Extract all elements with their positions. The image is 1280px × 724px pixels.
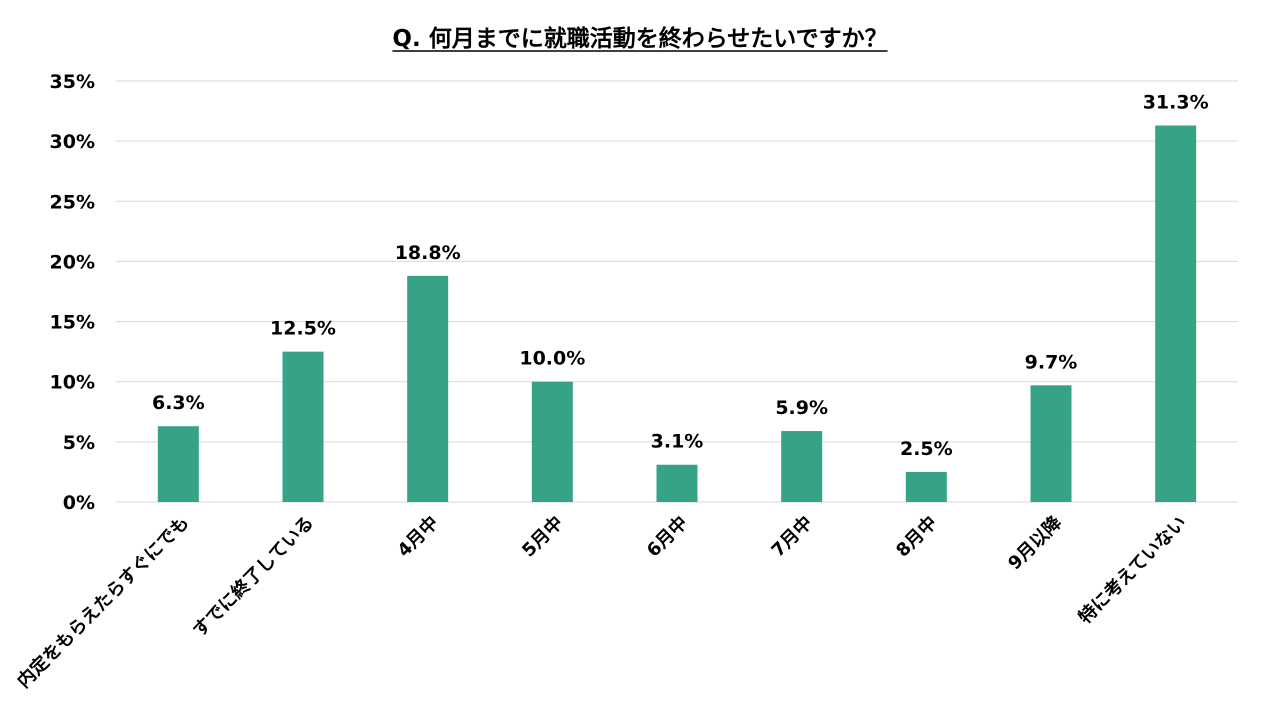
y-tick-label: 25% bbox=[50, 191, 95, 213]
category-label: 7月中 bbox=[767, 512, 817, 562]
data-label: 3.1% bbox=[651, 431, 704, 453]
data-label: 5.9% bbox=[775, 397, 828, 419]
chart-title-group: Q. 何月までに就職活動を終わらせたいですか？ bbox=[392, 25, 888, 52]
category-label: すでに終了している bbox=[188, 512, 318, 642]
bar bbox=[407, 275, 449, 502]
y-tick-label: 30% bbox=[50, 131, 95, 153]
bar bbox=[282, 351, 324, 502]
category-label: 5月中 bbox=[518, 512, 568, 562]
bars bbox=[157, 125, 1197, 503]
category-label: 8月中 bbox=[892, 512, 942, 562]
category-label: 内定をもらえたらすぐにでも bbox=[13, 512, 194, 693]
bar bbox=[781, 431, 823, 502]
data-label: 9.7% bbox=[1025, 351, 1078, 373]
category-label: 6月中 bbox=[642, 512, 692, 562]
category-label: 9月以降 bbox=[1003, 511, 1066, 574]
y-tick-label: 20% bbox=[50, 251, 95, 273]
y-axis-tick-labels: 0% 5% 10% 15% 20% 25% 30% 35% bbox=[50, 71, 95, 514]
category-label: 4月中 bbox=[393, 512, 443, 562]
data-label: 10.0% bbox=[519, 348, 585, 370]
bar bbox=[157, 426, 199, 502]
category-label: 特に考えていない bbox=[1074, 512, 1191, 629]
bar bbox=[1155, 125, 1197, 503]
data-label: 31.3% bbox=[1143, 92, 1209, 114]
y-tick-label: 15% bbox=[50, 312, 95, 334]
data-label: 6.3% bbox=[152, 392, 205, 414]
data-label: 12.5% bbox=[270, 318, 336, 340]
data-label: 18.8% bbox=[395, 242, 461, 264]
chart-title: Q. 何月までに就職活動を終わらせたいですか？ bbox=[392, 25, 887, 52]
y-tick-label: 10% bbox=[50, 372, 95, 394]
bar bbox=[656, 464, 698, 502]
data-labels: 6.3% 12.5% 18.8% 10.0% 3.1% 5.9% 2.5% 9.7% 31.3% bbox=[152, 92, 1209, 460]
data-label: 2.5% bbox=[900, 438, 953, 460]
bar bbox=[531, 381, 573, 502]
bar bbox=[905, 471, 947, 502]
y-tick-label: 5% bbox=[63, 432, 95, 454]
y-tick-label: 35% bbox=[50, 71, 95, 93]
bar bbox=[1030, 385, 1072, 502]
y-tick-label: 0% bbox=[63, 492, 95, 514]
